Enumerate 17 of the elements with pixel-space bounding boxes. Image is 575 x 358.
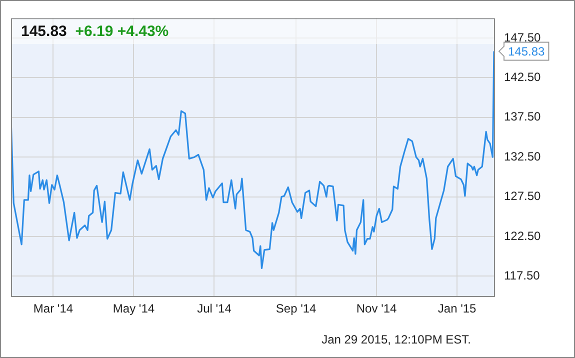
y-tick-label: 132.50 (504, 149, 542, 164)
y-tick-label: 117.50 (504, 268, 540, 282)
data-label: 145.83 (508, 44, 546, 59)
x-tick-label: Mar '14 (33, 302, 74, 316)
y-tick-label: 137.50 (504, 110, 542, 124)
text: Jan 29 2015, 12:10PM EST. (322, 332, 471, 346)
x-tick-label: Nov '14 (356, 302, 398, 316)
chart-title: 145.83 (21, 23, 67, 40)
x-tick-label: Jul '14 (197, 302, 232, 316)
chart-subtitle: +6.19 +4.43% (75, 23, 169, 40)
y-tick-label: 127.50 (504, 189, 542, 204)
y-tick-label: 142.50 (504, 70, 542, 84)
x-tick-label: Jan '15 (438, 302, 477, 316)
x-tick-label: Sep '14 (276, 302, 317, 316)
y-tick-label: 147.50 (504, 30, 542, 44)
y-tick-label: 122.50 (504, 228, 542, 243)
x-tick-label: May '14 (112, 302, 155, 316)
